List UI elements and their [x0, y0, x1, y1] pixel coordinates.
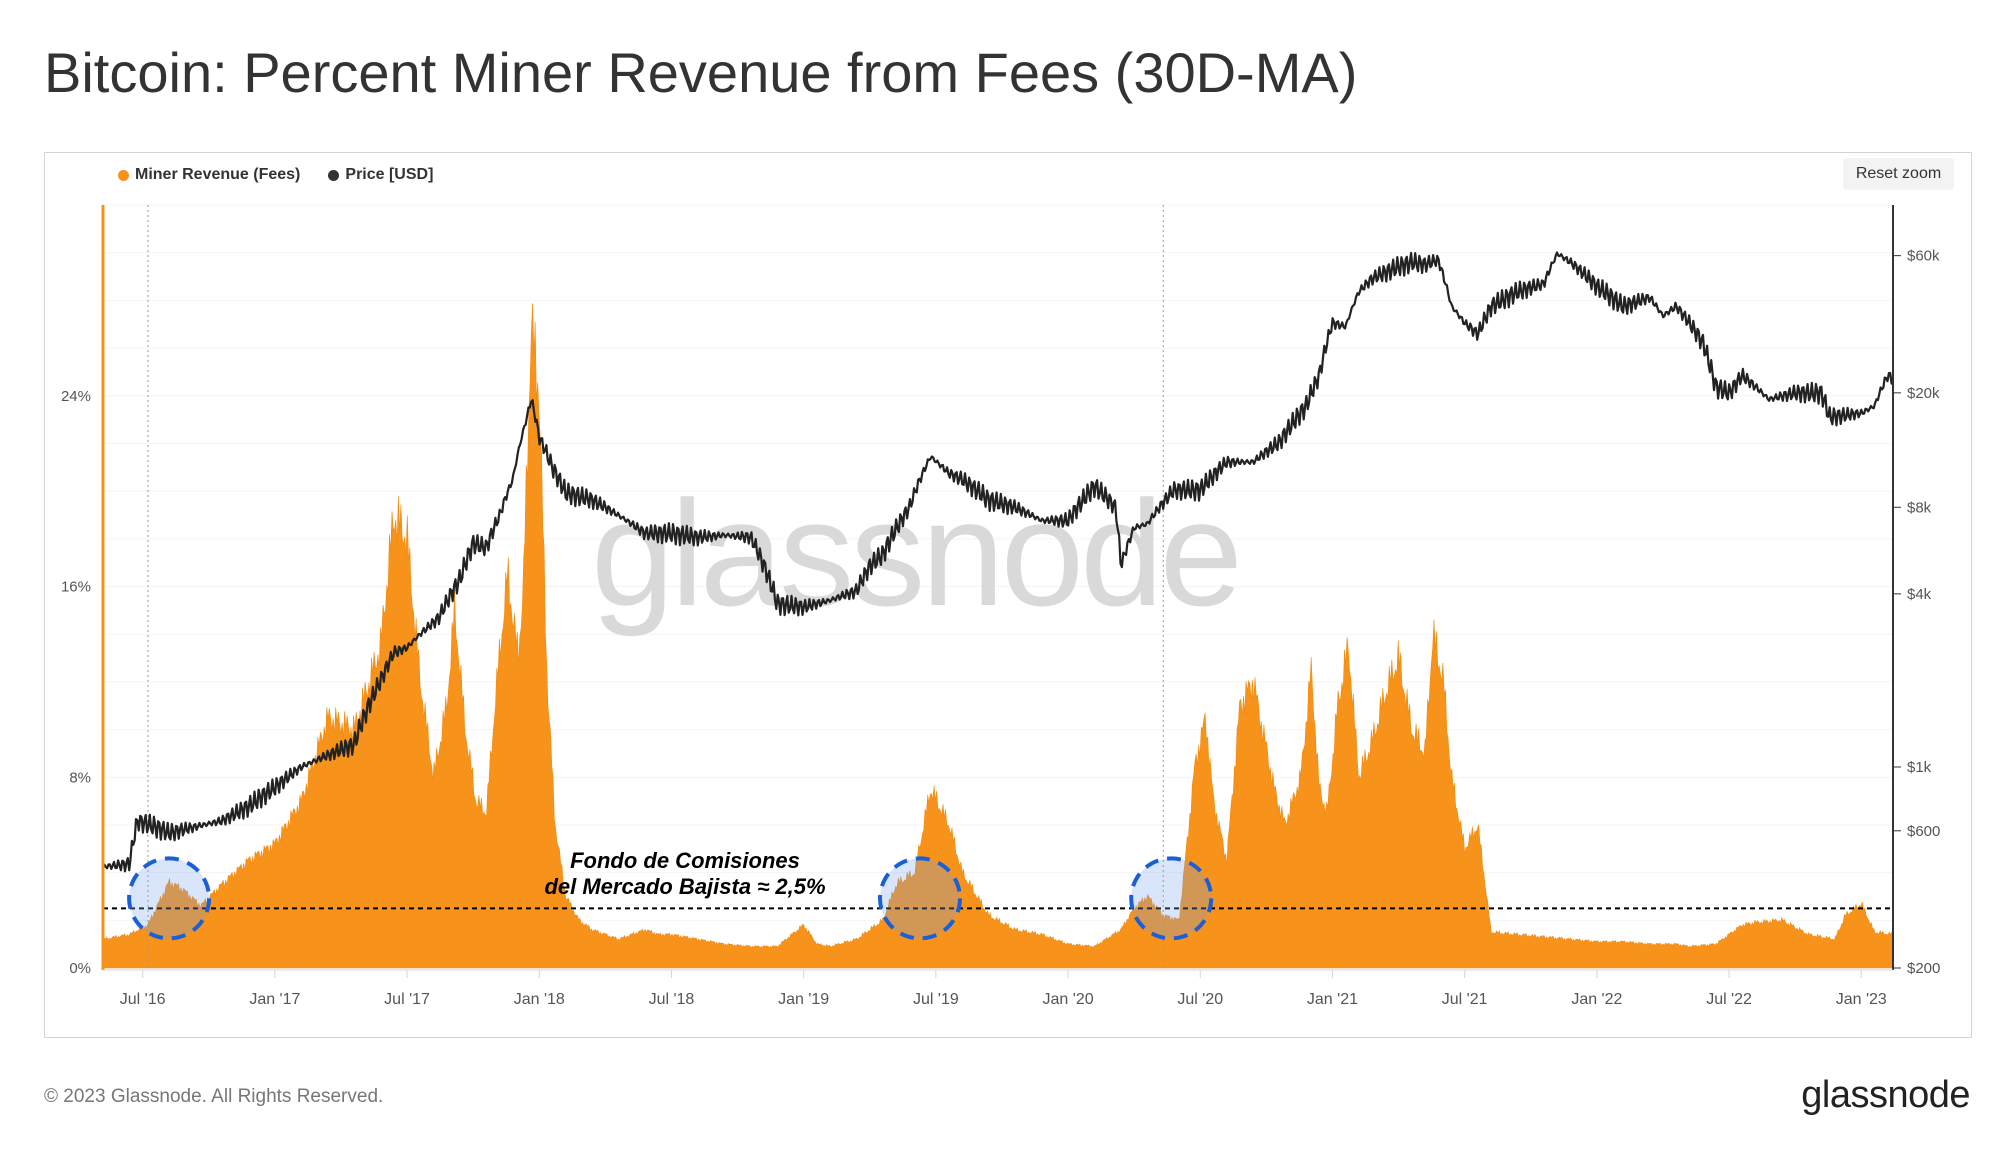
highlight-circle	[127, 856, 212, 941]
legend-label-price: Price [USD]	[345, 166, 434, 183]
legend-label-fees: Miner Revenue (Fees)	[135, 166, 301, 183]
left-tick-label: 0%	[69, 960, 91, 977]
footer-logo: glassnode	[1801, 1074, 1970, 1116]
annotation	[103, 856, 1893, 941]
x-tick-label: Jan '23	[1836, 991, 1887, 1008]
fees-series	[102, 303, 1894, 969]
right-tick-label: $8k	[1907, 499, 1932, 516]
chart-title: Bitcoin: Percent Miner Revenue from Fees…	[44, 41, 1358, 104]
x-tick-label: Jan '20	[1043, 991, 1094, 1008]
vertical-markers	[147, 205, 1164, 968]
annotation-line-1: Fondo de Comisiones	[570, 848, 800, 873]
price-line	[102, 251, 1895, 873]
x-tick-label: Jul '17	[384, 991, 430, 1008]
x-tick-label: Jul '22	[1706, 991, 1752, 1008]
legend-item-price[interactable]: Price [USD]	[328, 166, 433, 184]
x-tick-label: Jan '18	[514, 991, 565, 1008]
x-tick-label: Jul '20	[1177, 991, 1223, 1008]
right-tick-label: $20k	[1907, 385, 1940, 402]
x-tick-label: Jul '18	[649, 991, 695, 1008]
watermark: glassnode	[591, 469, 1239, 637]
right-tick-label: $200	[1907, 960, 1940, 977]
right-tick-label: $4k	[1907, 586, 1932, 603]
x-tick-label: Jan '17	[249, 991, 300, 1008]
reset-zoom-button[interactable]: Reset zoom	[1843, 158, 1954, 190]
axes: 0% 8% 16% 24% $200 $600 $1k $4k $8k $20k $60k Jul '…	[61, 205, 1940, 1008]
annotation-line-2: del Mercado Bajista ≈ 2,5%	[544, 874, 825, 899]
x-tick-label: Jan '22	[1571, 991, 1622, 1008]
price-series	[102, 251, 1895, 873]
footer-copyright: © 2023 Glassnode. All Rights Reserved.	[44, 1086, 384, 1107]
right-tick-label: $1k	[1907, 759, 1932, 776]
left-tick-label: 24%	[61, 388, 91, 405]
x-tick-label: Jul '19	[913, 991, 959, 1008]
x-tick-label: Jul '16	[120, 991, 166, 1008]
legend-item-fees[interactable]: Miner Revenue (Fees)	[118, 166, 300, 184]
fees-area	[102, 303, 1894, 969]
left-tick-label: 16%	[61, 579, 91, 596]
legend-dot-price	[328, 169, 340, 181]
legend: Miner Revenue (Fees) Price [USD]	[118, 166, 433, 184]
highlight-circle	[1129, 856, 1214, 941]
right-tick-label: $600	[1907, 823, 1940, 840]
x-tick-label: Jan '21	[1307, 991, 1358, 1008]
left-tick-label: 8%	[69, 769, 91, 786]
x-tick-label: Jul '21	[1442, 991, 1488, 1008]
x-tick-label: Jan '19	[778, 991, 829, 1008]
highlight-circle	[878, 856, 963, 941]
legend-dot-fees	[118, 169, 129, 181]
right-tick-label: $60k	[1907, 248, 1940, 265]
